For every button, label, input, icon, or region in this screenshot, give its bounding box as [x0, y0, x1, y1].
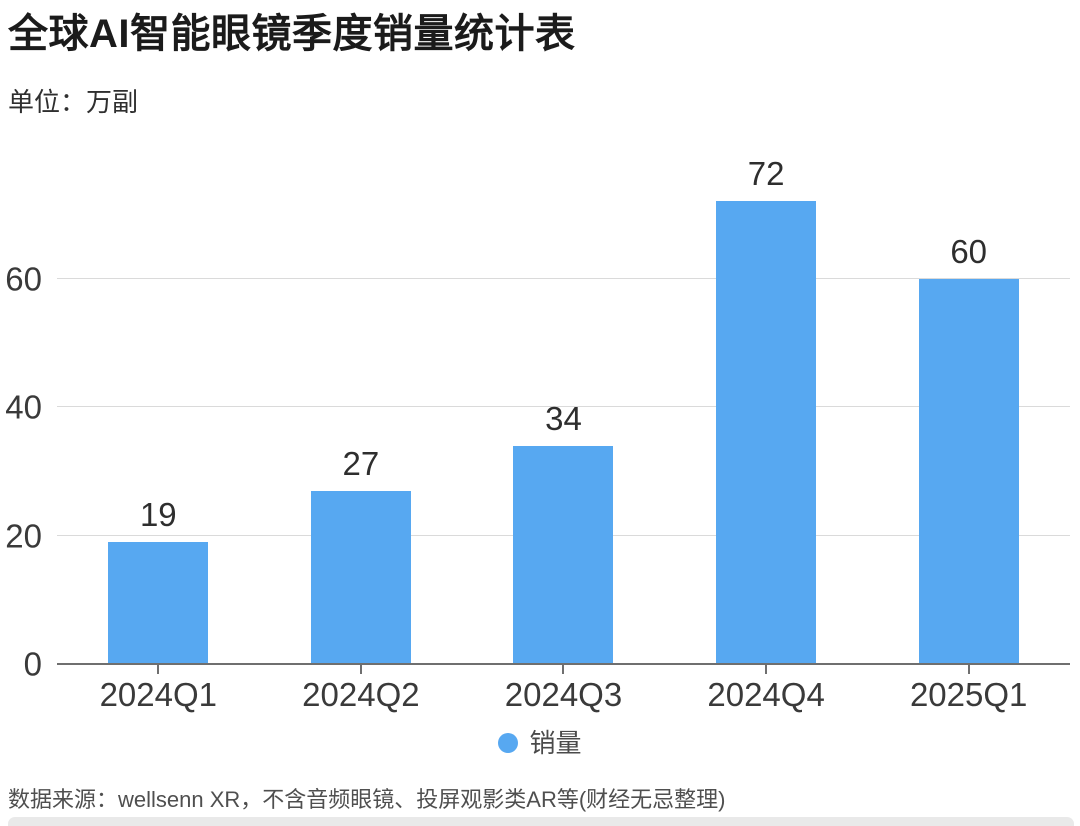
- bar-cell: 27: [260, 150, 463, 674]
- bar-cell: 60: [867, 150, 1070, 674]
- x-axis-labels: 2024Q1 2024Q2 2024Q3 2024Q4 2025Q1: [57, 678, 1070, 711]
- page-title: 全球AI智能眼镜季度销量统计表: [8, 12, 576, 56]
- bar-series: 19 27 34 72 60: [57, 150, 1070, 674]
- bar: [310, 490, 411, 664]
- x-axis-tick: [359, 665, 362, 674]
- legend-label: 销量: [529, 728, 582, 758]
- x-tick-label: 2024Q4: [707, 676, 825, 713]
- x-axis-tick: [157, 665, 160, 674]
- source-note: 数据来源：wellsenn XR，不含音频眼镜、投屏观影类AR等(财经无忌整理): [8, 787, 726, 812]
- x-axis-line: [57, 663, 1070, 665]
- bar: [918, 278, 1019, 664]
- bottom-divider-bar: [8, 817, 1074, 826]
- gridline: [57, 406, 1070, 407]
- bar-value-label: 19: [139, 495, 177, 533]
- y-tick-label: 20: [5, 517, 42, 554]
- y-tick-label: 40: [5, 388, 42, 426]
- legend-marker-dot: [498, 733, 519, 753]
- plot-area: 19 27 34 72 60: [57, 150, 1070, 674]
- bar-value-label: 72: [747, 155, 785, 193]
- bar-cell: 72: [665, 150, 868, 674]
- bar-value-label: 27: [342, 444, 380, 482]
- x-axis-tick: [967, 665, 970, 674]
- x-tick-label: 2024Q3: [504, 676, 623, 713]
- y-axis-labels: 0 20 40 60: [0, 150, 42, 681]
- bar: [513, 445, 614, 664]
- bar-cell: 19: [57, 150, 260, 674]
- y-tick-label: 0: [23, 645, 42, 683]
- unit-label: 单位：万副: [8, 87, 139, 117]
- x-axis-tick: [765, 665, 768, 674]
- y-tick-label: 60: [5, 260, 42, 297]
- bar-value-label: 34: [545, 399, 582, 437]
- x-axis-tick: [562, 665, 565, 674]
- bar-value-label: 60: [950, 232, 988, 270]
- bar: [108, 541, 209, 664]
- gridline: [57, 277, 1070, 279]
- bar: [716, 201, 817, 664]
- x-tick-label: 2024Q2: [302, 676, 420, 713]
- x-tick-label: 2024Q1: [99, 676, 218, 713]
- x-tick-label: 2025Q1: [909, 676, 1028, 713]
- bar-cell: 34: [462, 150, 665, 674]
- legend: 销量: [0, 730, 1080, 756]
